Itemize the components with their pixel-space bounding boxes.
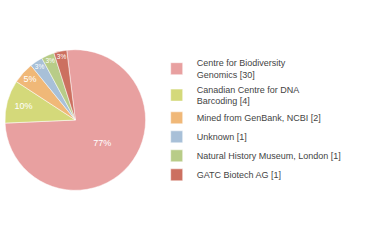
svg-text:5%: 5% [24, 74, 37, 84]
svg-text:Natural History Museum, London: Natural History Museum, London [1] [197, 151, 341, 161]
svg-text:3%: 3% [35, 63, 45, 70]
svg-text:Mined from GenBank, NCBI [2]: Mined from GenBank, NCBI [2] [197, 113, 321, 123]
svg-text:GATC Biotech AG [1]: GATC Biotech AG [1] [197, 170, 281, 180]
svg-text:3%: 3% [45, 57, 55, 64]
svg-text:Canadian Centre for DNABarcodi: Canadian Centre for DNABarcoding [4] [197, 85, 300, 107]
svg-text:Centre for BiodiversityGenomic: Centre for BiodiversityGenomics [30] [197, 58, 286, 80]
svg-text:77%: 77% [93, 138, 111, 148]
svg-text:3%: 3% [57, 53, 67, 60]
svg-text:Unknown [1]: Unknown [1] [197, 132, 247, 142]
svg-text:10%: 10% [14, 101, 32, 111]
